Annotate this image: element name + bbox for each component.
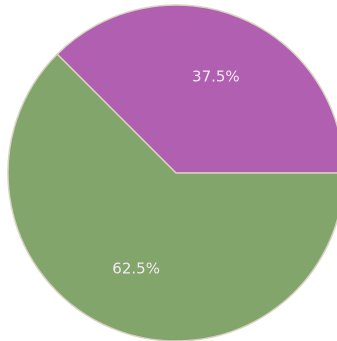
pie-labels: 37.5% 62.5% [112, 67, 239, 277]
pie-slice [7, 53, 337, 341]
slice-value-label: 37.5% [192, 67, 240, 85]
pie-slices [7, 4, 337, 341]
pie-slice [56, 4, 337, 174]
slice-value-label: 62.5% [112, 260, 160, 278]
